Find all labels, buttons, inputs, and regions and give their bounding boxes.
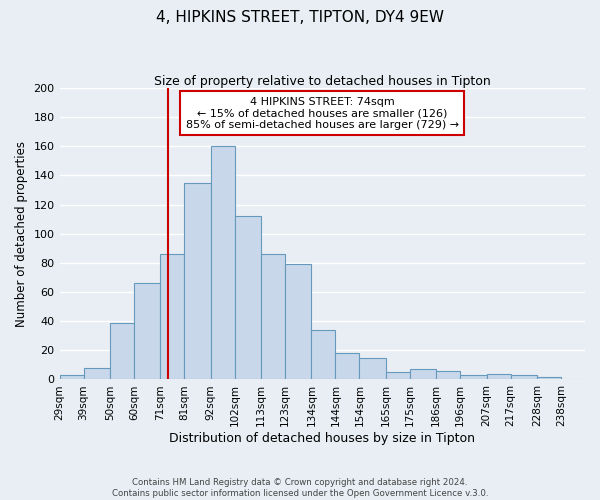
Bar: [83, 368, 110, 380]
Bar: [235, 216, 261, 380]
Bar: [335, 353, 359, 380]
Bar: [410, 370, 436, 380]
Bar: [386, 372, 410, 380]
Bar: [134, 284, 160, 380]
Bar: [487, 374, 511, 380]
Bar: [160, 254, 184, 380]
Y-axis label: Number of detached properties: Number of detached properties: [15, 140, 28, 326]
Bar: [211, 146, 235, 380]
Bar: [311, 330, 335, 380]
Bar: [59, 375, 83, 380]
Bar: [511, 375, 537, 380]
Text: 4 HIPKINS STREET: 74sqm
← 15% of detached houses are smaller (126)
85% of semi-d: 4 HIPKINS STREET: 74sqm ← 15% of detache…: [186, 96, 459, 130]
X-axis label: Distribution of detached houses by size in Tipton: Distribution of detached houses by size …: [169, 432, 475, 445]
Bar: [460, 375, 487, 380]
Bar: [359, 358, 386, 380]
Bar: [110, 322, 134, 380]
Text: 4, HIPKINS STREET, TIPTON, DY4 9EW: 4, HIPKINS STREET, TIPTON, DY4 9EW: [156, 10, 444, 25]
Text: Contains HM Land Registry data © Crown copyright and database right 2024.
Contai: Contains HM Land Registry data © Crown c…: [112, 478, 488, 498]
Bar: [285, 264, 311, 380]
Title: Size of property relative to detached houses in Tipton: Size of property relative to detached ho…: [154, 75, 491, 88]
Bar: [537, 376, 561, 380]
Bar: [261, 254, 285, 380]
Bar: [184, 182, 211, 380]
Bar: [436, 370, 460, 380]
